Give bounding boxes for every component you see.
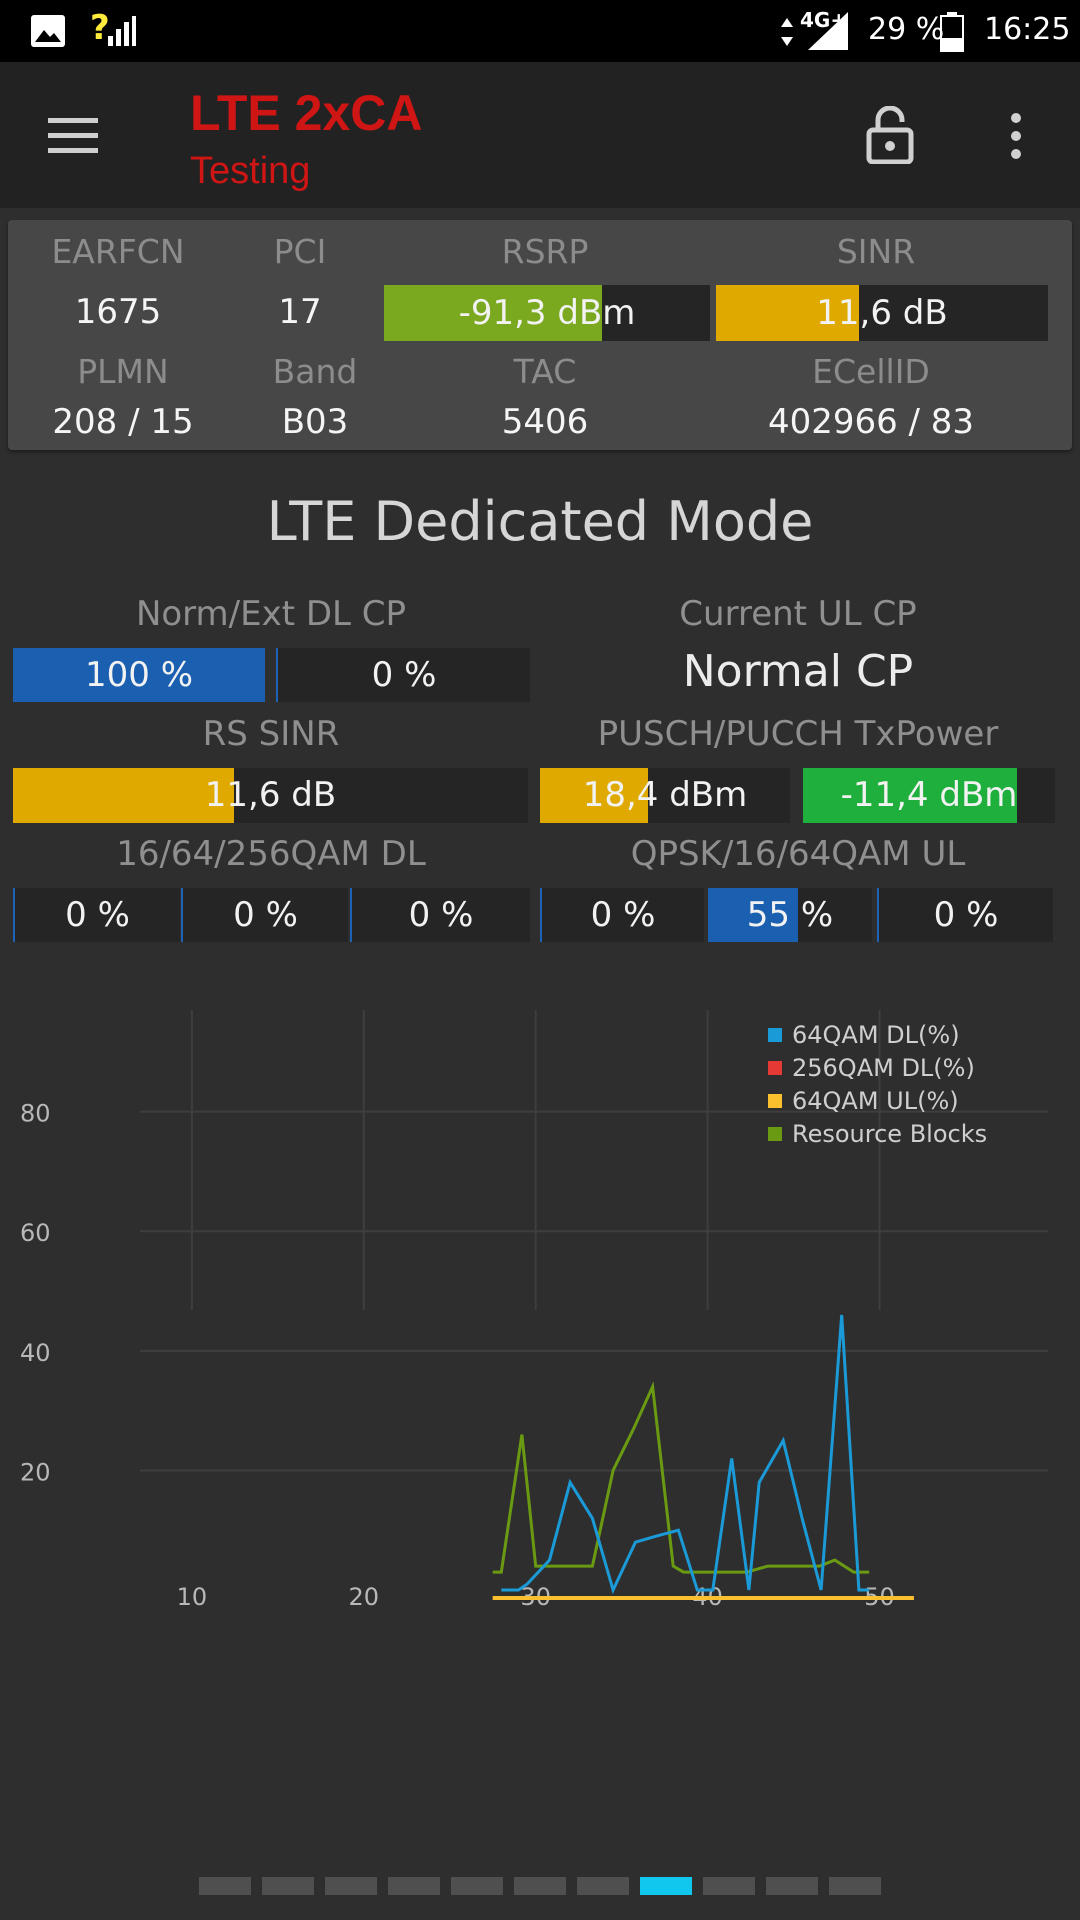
band-label: Band <box>272 352 358 391</box>
section-heading: LTE Dedicated Mode <box>266 490 814 553</box>
txpower-label: PUSCH/PUCCH TxPower <box>597 714 999 754</box>
dl-cp-extended-value: 0 % <box>371 655 437 695</box>
pusch-bar-fill <box>540 768 648 823</box>
dl-cp-normal-value: 100 % <box>84 655 193 695</box>
dl-cp-extended-bar: 0 % <box>276 648 530 702</box>
ul-cp-label: Current UL CP <box>679 594 917 634</box>
page-dot[interactable] <box>388 1877 440 1895</box>
dl-cp-label: Norm/Ext DL CP <box>135 594 407 634</box>
signal-bars-icon <box>108 16 136 46</box>
image-icon <box>31 15 65 47</box>
ecellid-value: 402966 / 83 <box>767 402 975 442</box>
menu-icon[interactable] <box>48 118 98 154</box>
sinr-label: SINR <box>836 232 916 271</box>
y-tick-label: 60 <box>20 1219 51 1247</box>
legend-swatch <box>768 1127 782 1141</box>
page-dot[interactable] <box>766 1877 818 1895</box>
tac-label: TAC <box>513 352 577 391</box>
tac-value: 5406 <box>501 402 589 442</box>
page-dot[interactable] <box>451 1877 503 1895</box>
y-tick-label: 40 <box>20 1339 51 1367</box>
rsrp-label: RSRP <box>501 232 589 271</box>
qam64-dl-value: 0 % <box>233 895 298 935</box>
sinr-value: 11,6 dB <box>816 293 948 333</box>
y-tick-label: 20 <box>20 1458 51 1486</box>
app-title: LTE 2xCA <box>190 85 423 141</box>
clock: 16:25 <box>984 12 1071 47</box>
app-bar <box>0 62 1080 208</box>
page-dot[interactable] <box>199 1877 251 1895</box>
qam64-dl-bar: 0 % <box>181 888 348 942</box>
rs-sinr-bar-fill <box>13 768 235 823</box>
app-subtitle: Testing <box>190 150 311 192</box>
rsrp-value: -91,3 dBm <box>458 293 636 333</box>
qam16-ul-bar: 55 % <box>708 888 872 942</box>
qam-ul-label: QPSK/16/64QAM UL <box>630 834 966 874</box>
rsrp-bar: -91,3 dBm <box>384 285 710 341</box>
qam16-ul-value: 55 % <box>746 895 834 935</box>
earfcn-label: EARFCN <box>51 232 185 271</box>
sinr-bar-fill <box>716 285 859 341</box>
page-dot[interactable] <box>262 1877 314 1895</box>
battery-icon <box>940 12 964 52</box>
pci-value: 17 <box>278 292 322 332</box>
y-tick-label: 80 <box>20 1100 51 1128</box>
qam16-dl-bar: 0 % <box>13 888 180 942</box>
qam256-dl-bar: 0 % <box>350 888 530 942</box>
pusch-value: 18,4 dBm <box>582 775 748 815</box>
legend-swatch <box>768 1028 782 1042</box>
rs-sinr-label: RS SINR <box>202 714 340 754</box>
pucch-bar: -11,4 dBm <box>803 768 1055 823</box>
legend-label: 64QAM UL(%) <box>792 1087 959 1115</box>
cellular-signal-icon <box>808 12 848 50</box>
rsrp-bar-fill <box>384 285 603 341</box>
page-dot[interactable] <box>829 1877 881 1895</box>
series-line-64qam-dl <box>501 1314 870 1595</box>
more-options-icon[interactable] <box>1008 112 1024 160</box>
x-tick-label: 10 <box>177 1583 208 1611</box>
data-activity-icon <box>781 18 793 46</box>
page-dot[interactable] <box>640 1877 692 1895</box>
pusch-bar: 18,4 dBm <box>540 768 790 823</box>
page-dot[interactable] <box>514 1877 566 1895</box>
qpsk-ul-bar: 0 % <box>540 888 704 942</box>
pucch-value: -11,4 dBm <box>840 775 1018 815</box>
qam16-ul-bar-fill <box>708 888 799 942</box>
ul-cp-value: Normal CP <box>682 646 914 697</box>
legend-label: 64QAM DL(%) <box>792 1021 960 1049</box>
earfcn-value: 1675 <box>74 292 162 332</box>
rs-sinr-bar: 11,6 dB <box>13 768 528 823</box>
sinr-bar: 11,6 dB <box>716 285 1048 341</box>
dl-cp-normal-bar: 100 % <box>13 648 265 702</box>
pucch-bar-fill <box>803 768 1018 823</box>
qam64-ul-bar: 0 % <box>877 888 1053 942</box>
qam16-dl-value: 0 % <box>65 895 130 935</box>
battery-percent: 29 % <box>868 12 945 47</box>
band-value: B03 <box>281 402 349 442</box>
legend-label: 256QAM DL(%) <box>792 1054 975 1082</box>
x-tick-label: 20 <box>349 1583 380 1611</box>
qam64-ul-value: 0 % <box>933 895 999 935</box>
ecellid-label: ECellID <box>812 352 930 391</box>
qam256-dl-value: 0 % <box>408 895 474 935</box>
page-indicator <box>199 1877 892 1895</box>
page-dot[interactable] <box>325 1877 377 1895</box>
page-dot[interactable] <box>577 1877 629 1895</box>
rs-sinr-value: 11,6 dB <box>204 775 337 815</box>
plmn-value: 208 / 15 <box>52 402 194 442</box>
lock-open-icon[interactable] <box>866 106 914 164</box>
legend-label: Resource Blocks <box>792 1120 987 1148</box>
no-data-signal-icon: ? <box>90 8 110 48</box>
page-dot[interactable] <box>703 1877 755 1895</box>
plmn-label: PLMN <box>77 352 169 391</box>
pci-label: PCI <box>273 232 327 271</box>
legend-swatch <box>768 1061 782 1075</box>
status-bar: ? 4G+ 29 % 16:25 <box>0 0 1080 62</box>
qpsk-ul-value: 0 % <box>590 895 656 935</box>
legend-swatch <box>768 1094 782 1108</box>
qam-dl-label: 16/64/256QAM DL <box>116 834 426 874</box>
series-line-resource-blocks <box>492 1381 870 1574</box>
